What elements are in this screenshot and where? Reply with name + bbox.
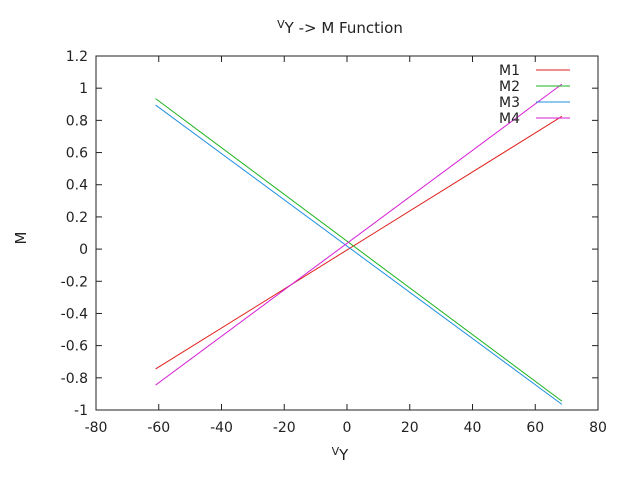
- series-line-m3: [155, 104, 563, 405]
- legend-label-m4: M4: [499, 111, 520, 127]
- x-tick-label: 60: [526, 420, 544, 436]
- y-tick-label: -0.2: [61, 274, 88, 290]
- x-axis-label-subscript: Y: [338, 446, 349, 464]
- series-line-m1: [155, 115, 563, 370]
- x-tick-label: 0: [343, 420, 352, 436]
- y-tick-label: 1: [79, 81, 88, 97]
- series-lines: [155, 83, 563, 405]
- y-tick-label: 1.2: [66, 49, 88, 65]
- x-axis-label-prefix: V: [332, 445, 340, 458]
- y-tick-label: -0.4: [61, 306, 88, 322]
- x-tick-label: -40: [210, 420, 233, 436]
- legend-label-m3: M3: [499, 95, 520, 111]
- y-tick-label: -0.6: [61, 339, 88, 355]
- y-tick-label: -1: [74, 403, 88, 419]
- y-tick-label: 0.6: [66, 146, 88, 162]
- chart-title: VY -> M Function: [277, 18, 403, 37]
- y-tick-label: -0.8: [61, 371, 88, 387]
- chart-title-subscript: Y: [284, 19, 295, 37]
- legend-label-m1: M1: [499, 63, 520, 79]
- chart-title-prefix: V: [277, 18, 285, 31]
- y-tick-label: 0.8: [66, 113, 88, 129]
- plot-frame: [95, 55, 599, 411]
- y-tick-label: 0: [79, 242, 88, 258]
- x-tick-label: -60: [147, 420, 170, 436]
- y-axis-label: M: [12, 232, 30, 245]
- y-tick-label: 0.4: [66, 178, 88, 194]
- x-tick-label: 20: [401, 420, 419, 436]
- x-tick-label: 80: [589, 420, 607, 436]
- legend-label-m2: M2: [499, 79, 520, 95]
- axis-ticks: -80 -60 -40 -20 0 20 40 60 80 -1 -0.8 -0.6 -0.4 -0.2 0…: [61, 49, 607, 436]
- chart-title-rest: -> M Function: [294, 19, 403, 37]
- x-tick-label: -80: [85, 420, 108, 436]
- series-line-m4: [155, 83, 563, 386]
- series-line-m2: [155, 98, 563, 402]
- x-tick-label: -20: [273, 420, 296, 436]
- x-axis-label: VY: [332, 445, 350, 464]
- y-tick-label: 0.2: [66, 210, 88, 226]
- x-tick-label: 40: [464, 420, 482, 436]
